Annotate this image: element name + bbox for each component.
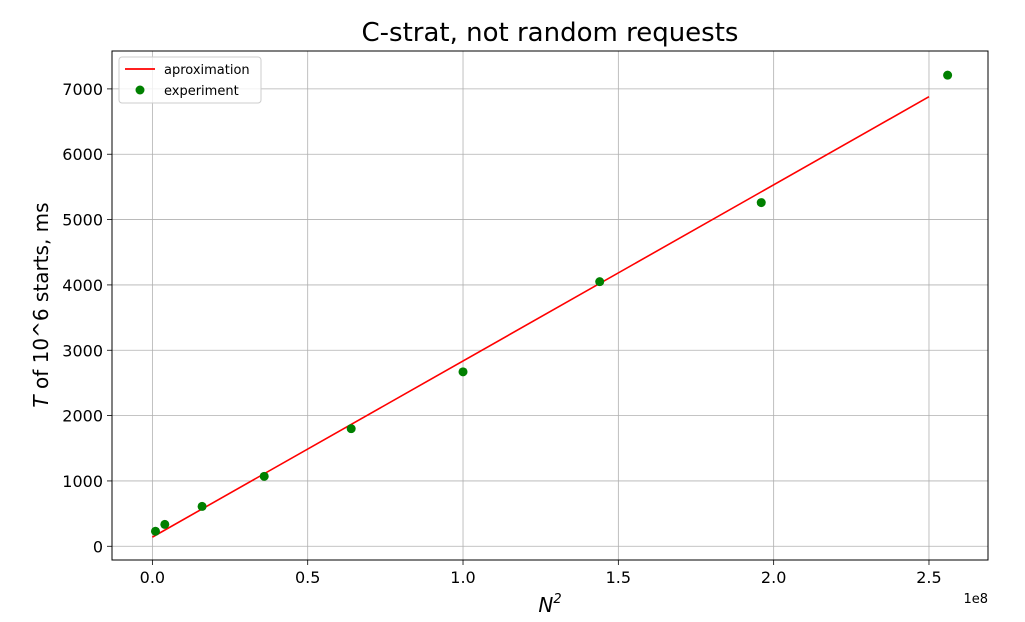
y-tick-label: 3000 bbox=[62, 341, 103, 360]
y-tick-label: 0 bbox=[93, 537, 103, 556]
experiment-point bbox=[458, 367, 468, 377]
experiment-point bbox=[259, 471, 269, 481]
y-tick-label: 6000 bbox=[62, 145, 103, 164]
series-layer bbox=[150, 70, 953, 538]
experiment-point bbox=[346, 424, 356, 434]
x-offset-label: 1e8 bbox=[963, 592, 988, 607]
x-axis-label: N2 bbox=[538, 592, 561, 617]
x-tick-label: 1.5 bbox=[606, 568, 631, 587]
x-tick-label: 0.0 bbox=[140, 568, 165, 587]
x-tick-label: 1.0 bbox=[450, 568, 475, 587]
experiment-point bbox=[150, 526, 160, 536]
y-tick-label: 5000 bbox=[62, 211, 103, 230]
y-tick-label: 4000 bbox=[62, 276, 103, 295]
grid bbox=[112, 51, 988, 560]
approximation-line bbox=[151, 96, 930, 538]
x-axis-label-superscript: 2 bbox=[553, 592, 561, 607]
chart-title: C-strat, not random requests bbox=[362, 18, 739, 48]
y-tick-label: 1000 bbox=[62, 472, 103, 491]
experiment-point bbox=[756, 198, 766, 208]
experiment-point bbox=[595, 277, 605, 287]
x-tick-label: 2.0 bbox=[761, 568, 786, 587]
legend-entry-experiment: experiment bbox=[164, 84, 239, 99]
experiment-point bbox=[943, 70, 953, 80]
x-axis-label-base: N bbox=[538, 593, 553, 617]
experiment-point bbox=[160, 519, 170, 529]
legend: aproximation experiment bbox=[118, 56, 262, 104]
legend-dot-swatch bbox=[135, 85, 145, 95]
ticks: 0.0 0.5 1.0 1.5 2.0 2.5 0 1000 2000 3000 4000 5000 6… bbox=[62, 80, 941, 587]
y-axis-label-rest: of 10^6 starts, ms bbox=[29, 202, 53, 395]
y-tick-label: 2000 bbox=[62, 407, 103, 426]
y-axis-label-italic: T bbox=[29, 394, 53, 408]
experiment-point bbox=[197, 501, 207, 511]
x-tick-label: 2.5 bbox=[916, 568, 941, 587]
plot-frame bbox=[111, 50, 989, 561]
x-tick-label: 0.5 bbox=[295, 568, 320, 587]
y-tick-label: 7000 bbox=[62, 80, 103, 99]
legend-entry-approximation: aproximation bbox=[164, 63, 250, 78]
y-axis-label: T of 10^6 starts, ms bbox=[29, 202, 53, 407]
